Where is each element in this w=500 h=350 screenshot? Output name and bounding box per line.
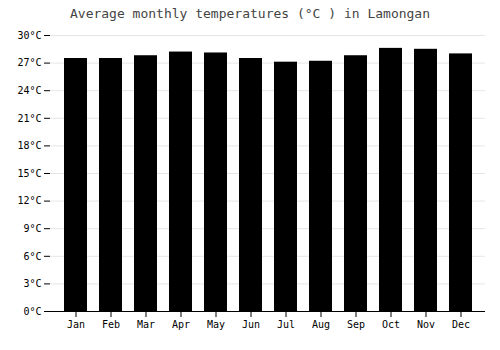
svg-text:3°C: 3°C xyxy=(23,278,41,289)
svg-text:Sep: Sep xyxy=(347,319,365,330)
svg-text:Aug: Aug xyxy=(312,319,330,330)
svg-text:Apr: Apr xyxy=(172,319,190,330)
svg-text:Dec: Dec xyxy=(452,319,470,330)
svg-text:Jan: Jan xyxy=(67,319,85,330)
svg-text:27°C: 27°C xyxy=(17,57,41,68)
svg-text:Nov: Nov xyxy=(417,319,435,330)
svg-text:Jul: Jul xyxy=(277,319,295,330)
svg-text:21°C: 21°C xyxy=(17,113,41,124)
html-text:Average monthly temperatures (: Average monthly temperatures (°C ) in La… xyxy=(70,6,430,21)
svg-text:12°C: 12°C xyxy=(17,195,41,206)
svg-text:24°C: 24°C xyxy=(17,85,41,96)
svg-text:15°C: 15°C xyxy=(17,168,41,179)
svg-text:Oct: Oct xyxy=(382,319,400,330)
svg-text:May: May xyxy=(207,319,225,330)
svg-text:Mar: Mar xyxy=(137,319,155,330)
svg-text:18°C: 18°C xyxy=(17,140,41,151)
svg-text:30°C: 30°C xyxy=(17,30,41,41)
svg-text:Jun: Jun xyxy=(242,319,260,330)
svg-text:6°C: 6°C xyxy=(23,251,41,262)
svg-text:Feb: Feb xyxy=(102,319,120,330)
svg-text:0°C: 0°C xyxy=(23,306,41,317)
svg-text:9°C: 9°C xyxy=(23,223,41,234)
